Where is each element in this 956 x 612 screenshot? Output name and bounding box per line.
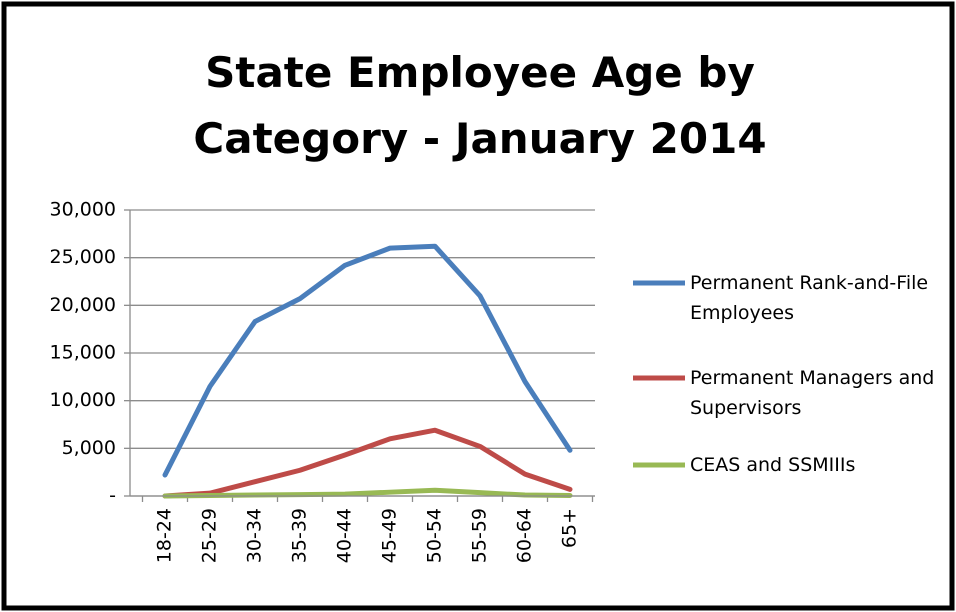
- x-tick-label: 55-59: [469, 508, 491, 563]
- legend-label: Permanent Rank-and-File Employees: [690, 272, 929, 324]
- y-tick-label: 20,000: [50, 294, 116, 316]
- legend-label: CEAS and SSMIIIs: [690, 454, 856, 476]
- y-tick-label: 10,000: [50, 389, 116, 411]
- x-tick-label: 60-64: [514, 508, 536, 563]
- legend-label: Permanent Managers and Supervisors: [690, 367, 935, 419]
- x-tick-label: 35-39: [289, 508, 311, 563]
- x-tick-label: 25-29: [199, 508, 221, 563]
- y-tick-label: 15,000: [50, 342, 116, 364]
- y-tick-label: 30,000: [50, 199, 116, 221]
- y-tick-label: -: [109, 485, 116, 507]
- x-tick-label: 30-34: [244, 508, 266, 563]
- x-tick-label: 65+: [559, 508, 581, 548]
- series-line: [162, 243, 573, 478]
- y-tick-label: 25,000: [50, 246, 116, 268]
- series-line: [162, 487, 573, 499]
- x-tick-label: 40-44: [334, 508, 356, 563]
- x-tick-label: 50-54: [424, 508, 446, 563]
- x-tick-label: 45-49: [379, 508, 401, 563]
- y-tick-label: 5,000: [62, 437, 116, 459]
- series-line: [162, 427, 573, 499]
- chart-title: State Employee Age by Category - January…: [193, 48, 767, 163]
- x-tick-label: 18-24: [154, 508, 176, 563]
